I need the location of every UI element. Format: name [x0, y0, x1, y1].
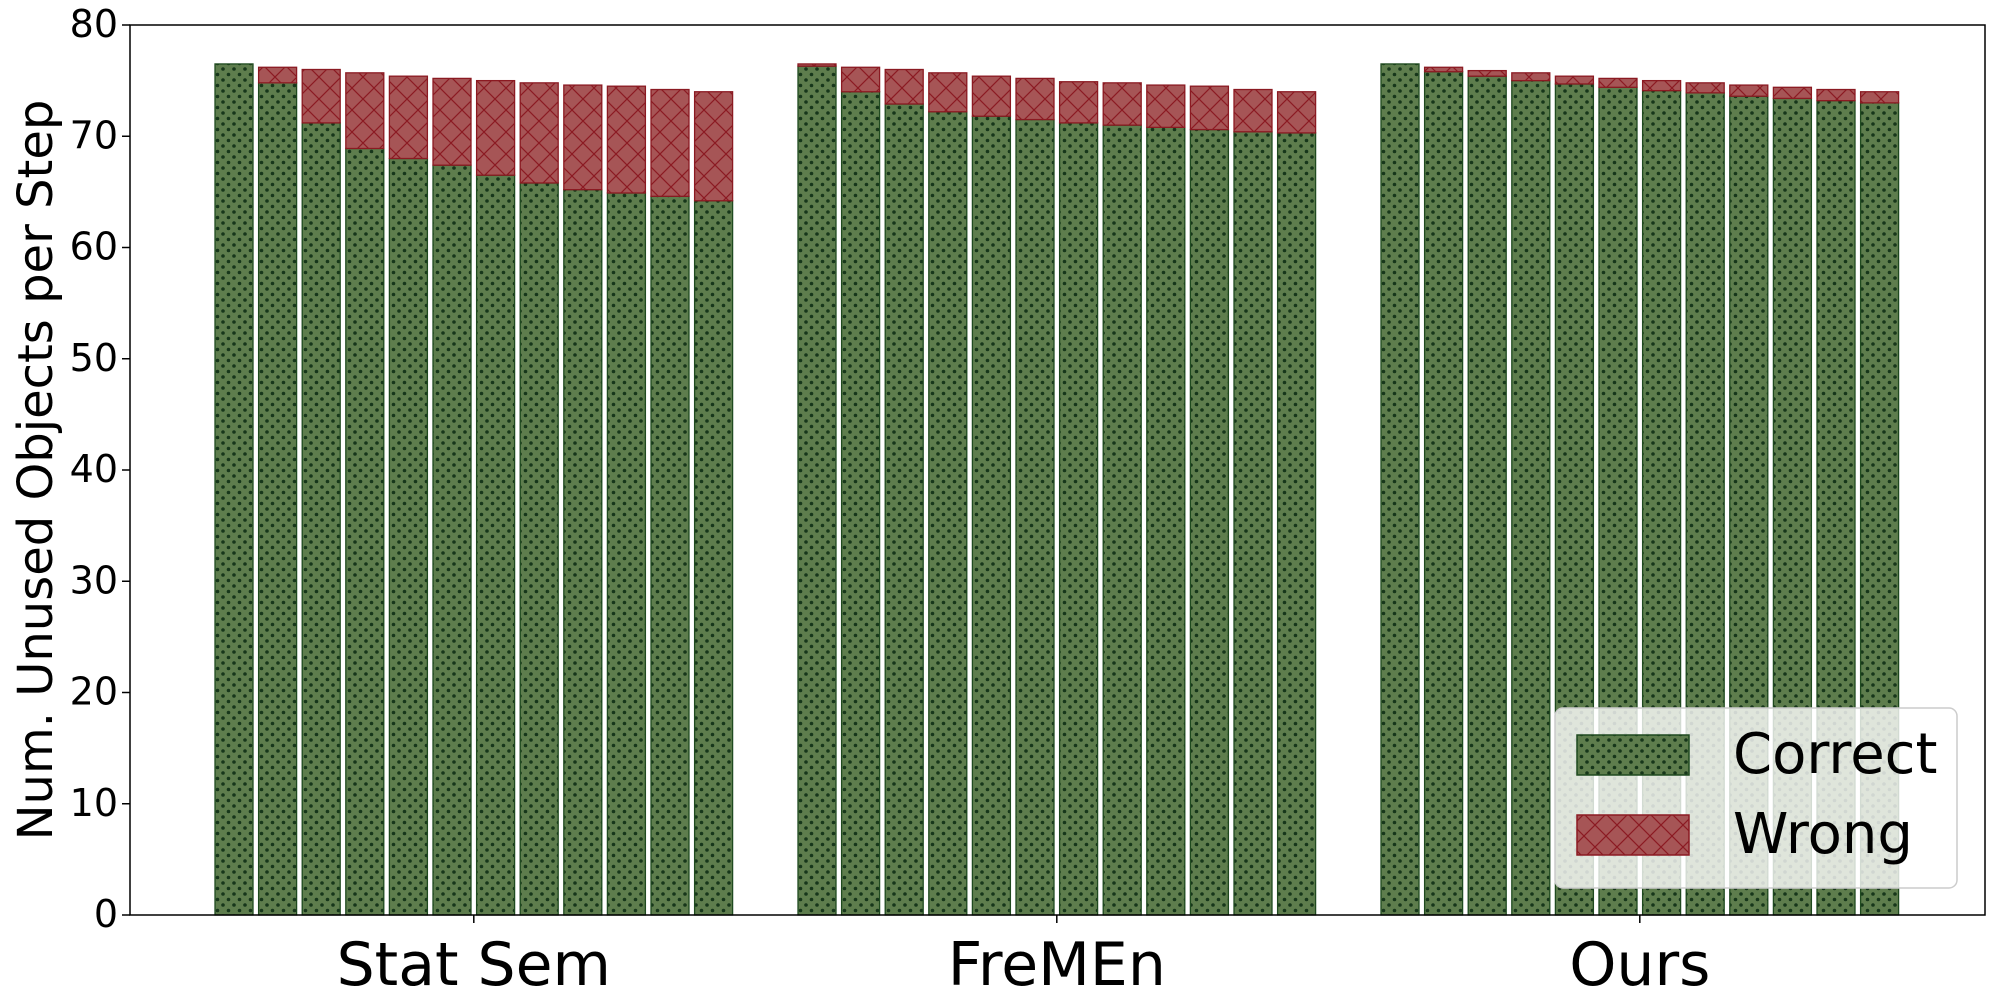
bar-wrong — [1423, 66, 1464, 73]
bar-correct — [971, 115, 1012, 916]
bar-correct — [650, 195, 690, 916]
bar-correct — [840, 91, 881, 916]
bar-correct — [1146, 126, 1186, 916]
bar-wrong — [650, 88, 690, 197]
bar-correct — [693, 200, 734, 916]
bar-wrong — [1015, 77, 1055, 121]
bar-wrong — [971, 75, 1012, 117]
bar-correct — [1423, 71, 1464, 916]
bar-correct — [884, 103, 924, 916]
bar-correct — [928, 111, 968, 916]
bar-wrong — [1511, 72, 1551, 82]
bar-wrong — [563, 84, 603, 191]
bar-correct — [563, 188, 603, 916]
bar-wrong — [432, 77, 472, 166]
bar-correct — [1233, 131, 1273, 916]
legend-swatch-wrong — [1576, 814, 1690, 856]
bar-correct — [1380, 63, 1420, 916]
bar-wrong — [606, 85, 647, 194]
y-tick-label: 40 — [70, 447, 118, 491]
bar-wrong — [1641, 79, 1682, 92]
bar-wrong — [1467, 69, 1507, 77]
bar-correct — [1276, 132, 1317, 916]
bar-wrong — [475, 79, 516, 176]
bar-wrong — [1189, 85, 1230, 131]
bar-correct — [257, 82, 298, 916]
legend-label-wrong: Wrong — [1733, 802, 1913, 867]
y-axis-label: Num. Unused Objects per Step — [8, 100, 64, 841]
y-tick-label: 80 — [70, 2, 118, 46]
bar-wrong — [1102, 82, 1142, 126]
bar-wrong — [1233, 88, 1273, 133]
y-tick-label: 60 — [70, 225, 118, 269]
bar-correct — [797, 65, 837, 916]
bar-wrong — [388, 75, 429, 160]
bar-wrong — [1554, 75, 1595, 85]
legend-label-correct: Correct — [1733, 722, 1937, 787]
bar-correct — [1102, 124, 1142, 916]
bar-correct — [475, 174, 516, 916]
bar-wrong — [1729, 84, 1769, 97]
bar-correct — [388, 157, 429, 916]
bar-wrong — [345, 72, 385, 150]
legend: Correct Wrong — [1554, 707, 1958, 889]
bar-wrong — [1058, 81, 1099, 124]
bar-wrong — [693, 91, 734, 202]
bar-correct — [606, 192, 647, 916]
bar-correct — [301, 122, 341, 916]
y-tick-label: 10 — [70, 781, 118, 825]
bar-wrong — [1772, 86, 1813, 100]
bar-wrong — [301, 68, 341, 124]
y-tick-label: 20 — [70, 670, 118, 714]
bar-correct — [519, 182, 559, 916]
bar-correct — [1058, 122, 1099, 916]
bar-group-0 — [214, 63, 734, 916]
y-tick-label: 30 — [70, 558, 118, 602]
bar-wrong — [1816, 88, 1856, 102]
bar-correct — [1467, 75, 1507, 916]
bar-wrong — [257, 66, 298, 84]
bar-wrong — [928, 72, 968, 113]
x-tick-label: Ours — [1569, 930, 1710, 1000]
x-tick-label: Stat Sem — [337, 930, 611, 1000]
bar-wrong — [519, 82, 559, 184]
bar-wrong — [884, 68, 924, 105]
bar-wrong — [1146, 84, 1186, 128]
legend-swatch-correct — [1576, 734, 1690, 776]
bar-correct — [214, 63, 254, 916]
bar-wrong — [797, 63, 837, 67]
y-tick-label: 50 — [70, 336, 118, 380]
bar-wrong — [1859, 91, 1900, 104]
bar-wrong — [1685, 82, 1725, 94]
bar-correct — [1511, 79, 1551, 916]
bar-correct — [1189, 128, 1230, 916]
bar-correct — [1015, 118, 1055, 916]
bar-group-1 — [797, 63, 1317, 916]
bar-wrong — [1276, 91, 1317, 134]
y-tick-label: 0 — [94, 892, 118, 936]
bar-correct — [432, 164, 472, 916]
bar-wrong — [840, 66, 881, 93]
bar-wrong — [1598, 77, 1638, 88]
y-tick-label: 70 — [70, 113, 118, 157]
x-tick-label: FreMEn — [948, 930, 1166, 1000]
bar-correct — [345, 147, 385, 916]
